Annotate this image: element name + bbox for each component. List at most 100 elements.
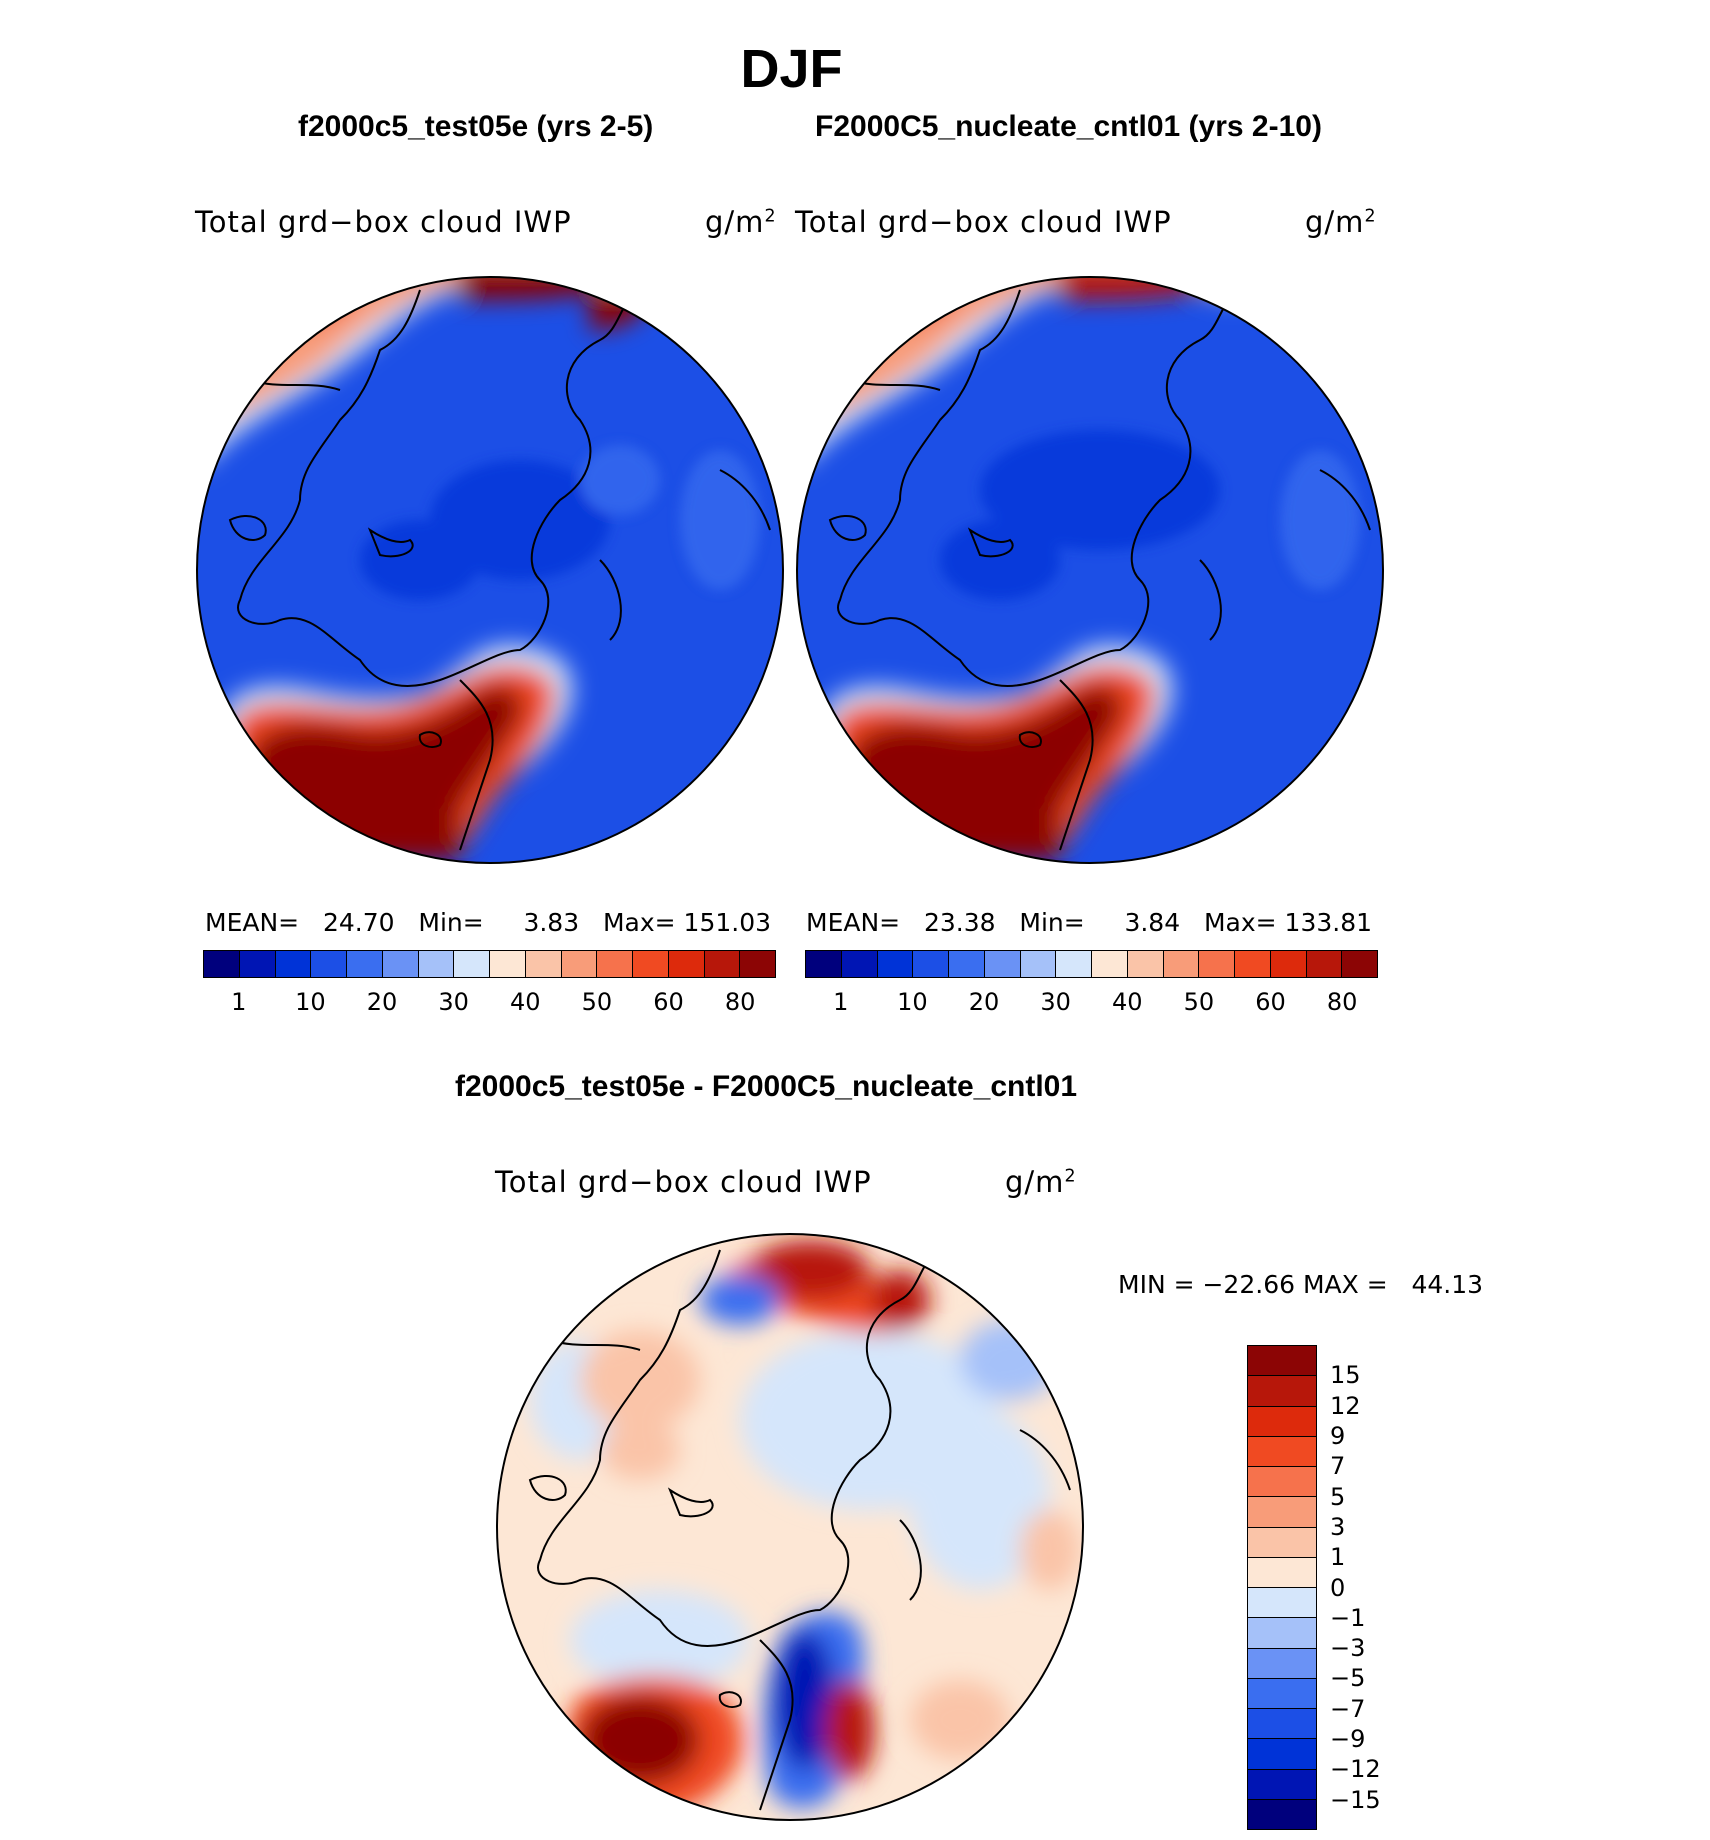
colorbar-tick-label: 10 (897, 988, 928, 1016)
colorbar-swatch (382, 951, 419, 977)
colorbar-tick-label: 20 (968, 988, 1000, 1016)
colorbar-tick-label: 9 (1330, 1421, 1346, 1450)
colorbar-swatch (1235, 951, 1271, 977)
colorbar-swatch (984, 951, 1021, 977)
colorbar-swatch (1270, 951, 1307, 977)
colorbar-swatch (347, 951, 383, 977)
colorbar-tick-label: 80 (1326, 988, 1358, 1016)
colorbar-tick-label: −7 (1330, 1694, 1366, 1723)
colorbar-tick-label: 20 (366, 988, 398, 1016)
diff-colorbar (1247, 1345, 1317, 1830)
colorbar-tick-label: 30 (438, 988, 469, 1016)
colorbar-swatch (704, 951, 741, 977)
colorbar-swatch (1092, 951, 1128, 977)
colorbar-swatch (1163, 951, 1200, 977)
colorbar-swatch (311, 951, 347, 977)
diff-title: f2000c5_test05e - F2000C5_nucleate_cntl0… (455, 1070, 1078, 1103)
right-case-title: F2000C5_nucleate_cntl01 (yrs 2-10) (815, 110, 1322, 143)
colorbar-tick-label: −15 (1330, 1785, 1381, 1814)
colorbar-swatch (1056, 951, 1092, 977)
colorbar-swatch (1248, 1739, 1316, 1770)
colorbar-swatch (1248, 1497, 1316, 1528)
colorbar-tick-label: 12 (1330, 1391, 1361, 1420)
colorbar-swatch (1248, 1376, 1316, 1407)
colorbar-swatch (1248, 1618, 1316, 1649)
right-units-label: g/m2 (1305, 205, 1377, 239)
colorbar-swatch (1248, 1588, 1316, 1619)
left-units-label: g/m2 (705, 205, 777, 239)
colorbar-tick-label: −3 (1330, 1634, 1366, 1663)
colorbar-swatch (1248, 1527, 1316, 1558)
right-stats: MEAN= 23.38 Min= 3.84 Max= 133.81 (806, 908, 1373, 937)
colorbar-tick-label: 50 (581, 988, 613, 1016)
colorbar-swatch (1199, 951, 1235, 977)
colorbar-tick-label: 5 (1330, 1482, 1346, 1511)
diff-variable-label: Total grd−box cloud IWP (495, 1165, 872, 1199)
colorbar-swatch (913, 951, 949, 977)
colorbar-tick-label: −1 (1330, 1603, 1366, 1632)
colorbar-swatch (418, 951, 455, 977)
colorbar-tick-label: 7 (1330, 1452, 1346, 1481)
colorbar-swatch (1248, 1557, 1316, 1588)
colorbar-swatch (668, 951, 705, 977)
colorbar-tick-label: 80 (724, 988, 756, 1016)
diff-colorbar-ticks: 15 12 9 7 5 3 1 0 −1 −3 −5 −7 −9 −12 −15 (1330, 1345, 1410, 1830)
colorbar-swatch (561, 951, 598, 977)
colorbar-swatch (1248, 1346, 1316, 1377)
left-colorbar (203, 950, 776, 978)
colorbar-swatch (1127, 951, 1164, 977)
colorbar-tick-label: 10 (295, 988, 326, 1016)
diff-minmax: MIN = −22.66 MAX = 44.13 (1118, 1270, 1484, 1299)
colorbar-swatch (633, 951, 669, 977)
colorbar-swatch (1306, 951, 1343, 977)
colorbar-swatch (490, 951, 526, 977)
colorbar-tick-label: 30 (1040, 988, 1071, 1016)
colorbar-tick-label: 1 (1330, 1543, 1346, 1572)
right-colorbar-ticks: 1 10 20 30 40 50 60 80 (805, 988, 1378, 1018)
right-variable-label: Total grd−box cloud IWP (795, 205, 1172, 239)
left-map (197, 277, 783, 863)
colorbar-tick-label: 40 (510, 988, 541, 1016)
colorbar-tick-label: 1 (231, 988, 247, 1016)
colorbar-swatch (1248, 1406, 1316, 1437)
colorbar-swatch (1248, 1467, 1316, 1498)
left-colorbar-ticks: 1 10 20 30 40 50 60 80 (203, 988, 776, 1018)
left-case-title: f2000c5_test05e (yrs 2-5) (298, 110, 654, 143)
colorbar-swatch (949, 951, 985, 977)
colorbar-swatch (740, 951, 775, 977)
figure-title: DJF (740, 39, 843, 99)
colorbar-swatch (1020, 951, 1057, 977)
colorbar-tick-label: 3 (1330, 1512, 1346, 1541)
colorbar-swatch (204, 951, 240, 977)
colorbar-tick-label: −9 (1330, 1725, 1366, 1754)
colorbar-tick-label: −5 (1330, 1664, 1366, 1693)
colorbar-tick-label: 60 (1255, 988, 1286, 1016)
colorbar-swatch (275, 951, 312, 977)
colorbar-tick-label: 50 (1183, 988, 1215, 1016)
colorbar-swatch (1248, 1436, 1316, 1467)
colorbar-swatch (1248, 1769, 1316, 1800)
colorbar-swatch (525, 951, 562, 977)
colorbar-swatch (877, 951, 914, 977)
colorbar-tick-label: 60 (653, 988, 684, 1016)
colorbar-swatch (1248, 1648, 1316, 1679)
colorbar-swatch (597, 951, 633, 977)
colorbar-tick-label: −12 (1330, 1755, 1381, 1784)
colorbar-swatch (239, 951, 276, 977)
colorbar-swatch (841, 951, 878, 977)
diff-map (497, 1234, 1083, 1820)
colorbar-tick-label: 0 (1330, 1573, 1346, 1602)
colorbar-swatch (1342, 951, 1377, 977)
colorbar-tick-label: 40 (1112, 988, 1143, 1016)
colorbar-swatch (1248, 1709, 1316, 1740)
right-map (797, 277, 1383, 863)
colorbar-swatch (1248, 1799, 1316, 1829)
colorbar-swatch (806, 951, 842, 977)
colorbar-swatch (1248, 1678, 1316, 1709)
colorbar-tick-label: 15 (1330, 1361, 1361, 1390)
left-variable-label: Total grd−box cloud IWP (195, 205, 572, 239)
colorbar-swatch (454, 951, 490, 977)
left-stats: MEAN= 24.70 Min= 3.83 Max= 151.03 (205, 908, 772, 937)
colorbar-tick-label: 1 (833, 988, 849, 1016)
